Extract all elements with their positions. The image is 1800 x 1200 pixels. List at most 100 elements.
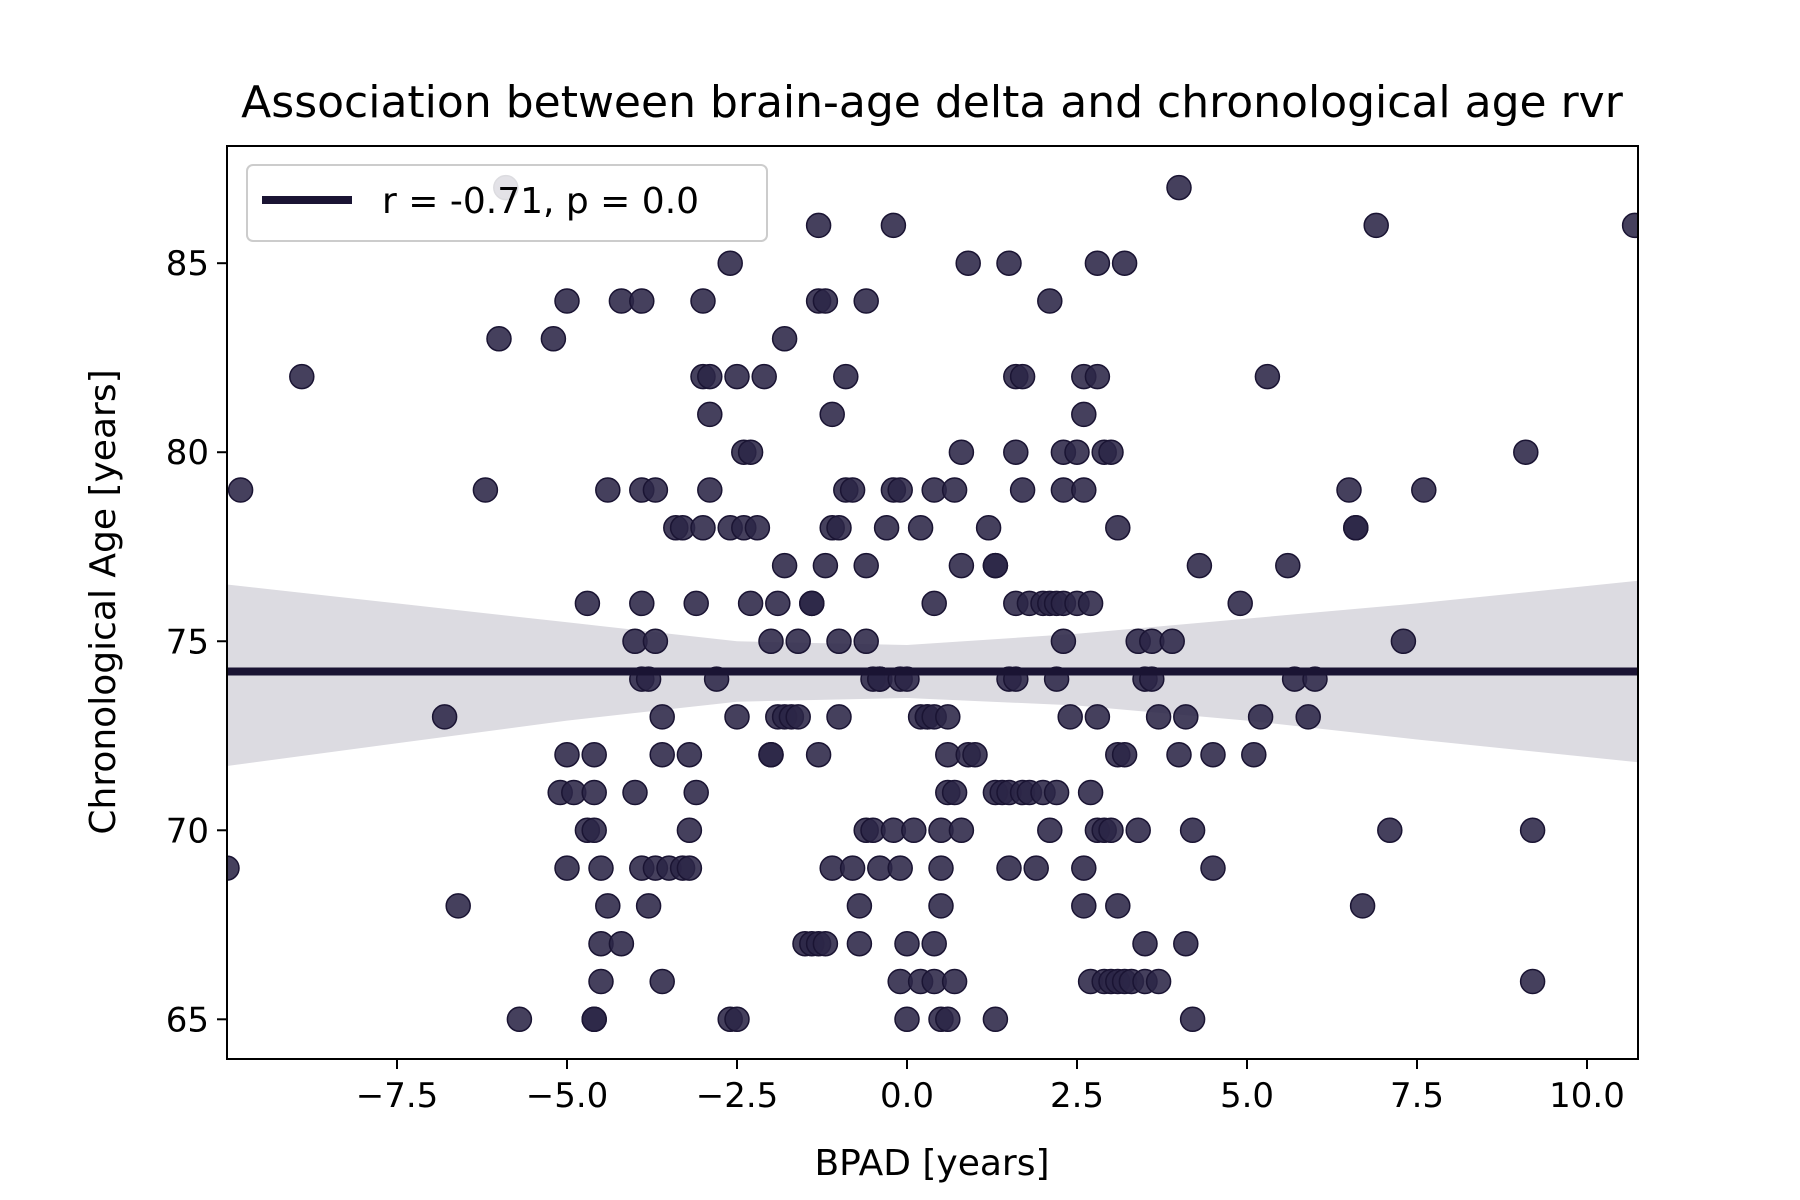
scatter-point xyxy=(697,477,723,503)
scatter-point xyxy=(1179,817,1206,844)
scatter-point xyxy=(289,363,315,390)
scatter-point xyxy=(683,590,709,617)
scatter-point xyxy=(1513,439,1539,465)
scatter-point xyxy=(996,250,1022,276)
scatter-point xyxy=(1037,817,1063,844)
scatter-point xyxy=(975,515,1002,541)
scatter-point xyxy=(1295,704,1321,730)
scatter-point xyxy=(1071,893,1097,919)
scatter-point xyxy=(506,1006,533,1033)
scatter-point xyxy=(554,855,580,881)
x-tick-label: −5.0 xyxy=(526,1076,609,1116)
scatter-point xyxy=(1159,628,1185,655)
scatter-point xyxy=(1411,477,1437,503)
scatter-point xyxy=(962,741,988,768)
scatter-point xyxy=(758,741,784,768)
scatter-point xyxy=(608,930,635,957)
scatter-point xyxy=(1519,968,1546,995)
scatter-point xyxy=(676,855,703,881)
y-tick-label: 70 xyxy=(166,811,209,851)
scatter-point xyxy=(846,893,873,919)
scatter-point xyxy=(819,401,845,428)
scatter-point xyxy=(697,401,723,428)
scatter-point xyxy=(1003,439,1029,465)
scatter-point xyxy=(595,893,621,919)
scatter-point xyxy=(785,704,811,730)
scatter-point xyxy=(1173,704,1199,730)
scatter-point xyxy=(948,439,975,465)
scatter-point xyxy=(839,477,866,503)
scatter-point xyxy=(1043,779,1070,806)
scatter-point xyxy=(1064,439,1090,465)
chart-title: Association between brain-age delta and … xyxy=(241,77,1624,128)
scatter-point xyxy=(758,628,784,655)
x-tick-label: 7.5 xyxy=(1390,1076,1444,1116)
scatter-point xyxy=(1186,552,1213,579)
scatter-point xyxy=(833,363,859,390)
scatter-point xyxy=(486,326,512,352)
scatter-point xyxy=(1166,741,1192,768)
scatter-point xyxy=(928,893,954,919)
scatter-point xyxy=(697,363,723,390)
scatter-point xyxy=(581,779,607,806)
scatter-point xyxy=(812,288,839,314)
scatter-point xyxy=(554,741,580,768)
scatter-point xyxy=(941,779,968,806)
scatter-point xyxy=(629,590,655,617)
x-axis: −7.5 −5.0 −2.5 0.0 2.5 5.0 7.5 10.0 xyxy=(356,1059,1625,1116)
scatter-point xyxy=(581,817,607,844)
scatter-point xyxy=(676,741,703,768)
legend-box xyxy=(246,164,768,242)
scatter-point xyxy=(887,855,913,881)
scatter-point xyxy=(765,590,791,617)
scatter-point xyxy=(595,477,621,503)
scatter-point xyxy=(1084,250,1111,276)
scatter-point xyxy=(676,817,703,844)
scatter-point xyxy=(935,1006,961,1033)
scatter-point xyxy=(1071,477,1097,503)
scatter-point xyxy=(574,590,601,617)
scatter-point xyxy=(1200,741,1226,768)
scatter-point xyxy=(540,326,567,352)
scatter-point xyxy=(642,477,669,503)
scatter-point xyxy=(227,855,240,881)
x-tick-label: −2.5 xyxy=(696,1076,779,1116)
scatter-point xyxy=(1105,515,1131,541)
x-tick-label: −7.5 xyxy=(356,1076,439,1116)
x-tick-label: 0.0 xyxy=(880,1076,934,1116)
scatter-point xyxy=(649,741,675,768)
scatter-point xyxy=(1254,363,1281,390)
scatter-point xyxy=(1519,817,1546,844)
scatter-point xyxy=(1363,212,1389,239)
scatter-point xyxy=(982,552,1009,579)
scatter-point xyxy=(826,515,852,541)
scatter-point xyxy=(724,704,750,730)
scatter-point xyxy=(805,212,832,239)
scatter-point xyxy=(873,515,900,541)
scatter-point xyxy=(1071,401,1097,428)
scatter-point xyxy=(1275,552,1301,579)
y-tick-label: 80 xyxy=(166,433,209,473)
scatter-point xyxy=(955,250,981,276)
scatter-point xyxy=(771,326,798,352)
scatter-point xyxy=(901,817,927,844)
scatter-point xyxy=(737,590,764,617)
scatter-point xyxy=(1132,930,1158,957)
scatter-point xyxy=(1105,893,1131,919)
y-tick-label: 65 xyxy=(166,1000,209,1040)
scatter-point xyxy=(1390,628,1417,655)
y-tick-label: 75 xyxy=(166,622,209,662)
scatter-point xyxy=(1166,174,1192,201)
scatter-point xyxy=(982,1006,1009,1033)
scatter-point xyxy=(894,930,920,957)
scatter-point xyxy=(887,477,913,503)
scatter-point xyxy=(1200,855,1226,881)
scatter-point xyxy=(935,704,961,730)
scatter-point xyxy=(1009,363,1036,390)
x-tick-label: 10.0 xyxy=(1549,1076,1625,1116)
scatter-point xyxy=(839,855,866,881)
scatter-point xyxy=(799,590,825,617)
scatter-point xyxy=(635,893,662,919)
scatter-point xyxy=(785,628,811,655)
scatter-point xyxy=(744,515,771,541)
